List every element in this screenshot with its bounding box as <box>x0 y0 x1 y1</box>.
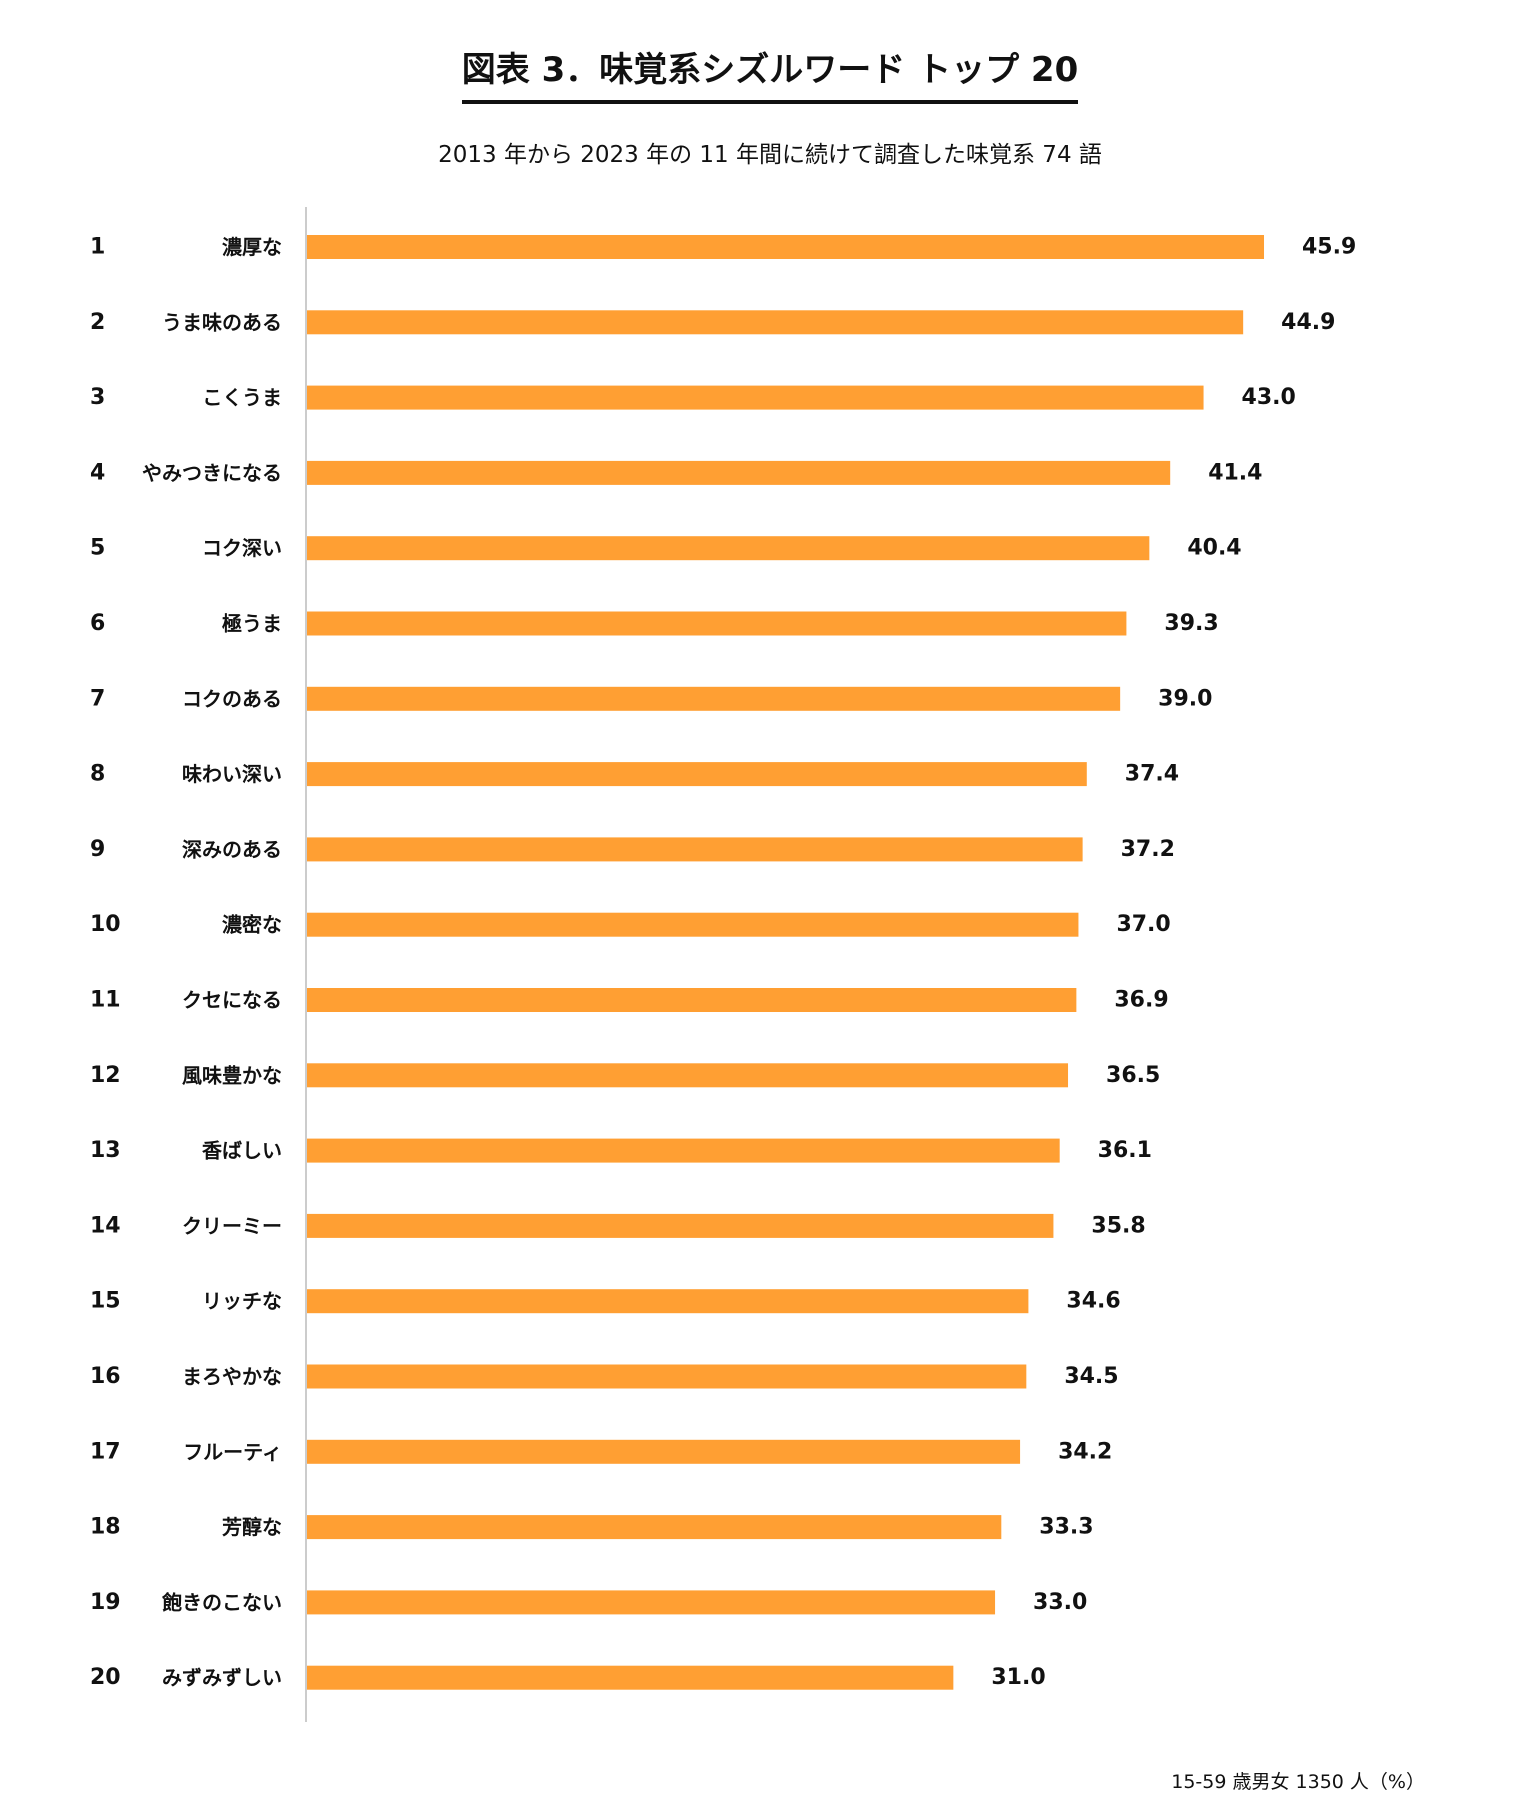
category-label: うま味のある <box>162 310 282 334</box>
bar <box>307 988 1077 1012</box>
rank-label: 14 <box>90 1213 121 1238</box>
category-label: やみつきになる <box>142 461 282 485</box>
rank-label: 7 <box>90 686 105 711</box>
category-label: 風味豊かな <box>182 1063 282 1087</box>
rank-label: 5 <box>90 536 105 561</box>
bar <box>307 762 1087 787</box>
category-label: 飽きのこない <box>162 1590 282 1614</box>
rank-label: 4 <box>90 460 105 485</box>
bar <box>307 235 1265 259</box>
bar-chart: 1 濃厚な 45.9 2 うま味のある 44.9 3 こくうま 43.0 4 やみつきになる 41.4… <box>90 207 1356 1722</box>
value-label: 39.0 <box>1158 686 1212 711</box>
rank-label: 9 <box>90 837 105 862</box>
bar <box>307 310 1244 335</box>
value-label: 33.0 <box>1033 1590 1087 1615</box>
value-label: 39.3 <box>1164 611 1218 636</box>
chart-subtitle: 2013 年から 2023 年の 11 年間に続けて調査した味覚系 74 語 <box>438 142 1102 168</box>
bar <box>307 460 1171 485</box>
bar <box>307 1138 1060 1163</box>
value-label: 41.4 <box>1208 460 1262 485</box>
category-label: 濃密な <box>222 913 282 937</box>
rank-label: 13 <box>90 1138 121 1163</box>
value-label: 37.2 <box>1121 837 1175 862</box>
rank-label: 12 <box>90 1063 121 1088</box>
value-label: 35.8 <box>1091 1213 1145 1238</box>
value-label: 34.5 <box>1064 1364 1118 1389</box>
bar <box>307 611 1127 636</box>
rank-label: 1 <box>90 235 105 260</box>
value-label: 37.0 <box>1116 912 1170 937</box>
value-label: 33.3 <box>1039 1515 1093 1540</box>
category-label: コク深い <box>202 536 282 560</box>
rank-label: 17 <box>90 1439 121 1464</box>
category-label: まろやかな <box>182 1365 282 1389</box>
bar <box>307 1364 1027 1389</box>
bar <box>307 1439 1021 1464</box>
value-label: 34.2 <box>1058 1439 1112 1464</box>
category-label: 香ばしい <box>202 1139 282 1163</box>
bar <box>307 1515 1002 1540</box>
category-label: みずみずしい <box>162 1666 282 1690</box>
value-label: 43.0 <box>1242 385 1296 410</box>
value-label: 45.9 <box>1302 235 1356 260</box>
rank-label: 20 <box>90 1665 121 1690</box>
bar <box>307 1063 1069 1088</box>
value-label: 36.1 <box>1098 1138 1152 1163</box>
value-label: 36.5 <box>1106 1063 1160 1088</box>
chart-title: 図表 3．味覚系シズルワード トップ 20 <box>0 48 1540 104</box>
rank-label: 10 <box>90 912 121 937</box>
value-label: 40.4 <box>1187 536 1241 561</box>
bar <box>307 1590 996 1615</box>
sample-note: 15-59 歳男女 1350 人（%） <box>1171 1771 1425 1793</box>
bar <box>307 1665 954 1690</box>
rank-label: 18 <box>90 1515 121 1540</box>
value-label: 36.9 <box>1114 988 1168 1013</box>
category-label: クセになる <box>182 988 282 1012</box>
category-label: 芳醇な <box>222 1515 282 1539</box>
bar <box>307 837 1083 862</box>
rank-label: 19 <box>90 1590 121 1615</box>
rank-label: 3 <box>90 385 105 410</box>
bar <box>307 1289 1029 1314</box>
category-label: こくうま <box>202 386 282 410</box>
rank-label: 15 <box>90 1289 121 1314</box>
rank-label: 16 <box>90 1364 121 1389</box>
value-label: 31.0 <box>991 1665 1045 1690</box>
category-label: クリーミー <box>182 1214 282 1238</box>
bar <box>307 686 1121 711</box>
value-label: 37.4 <box>1125 762 1179 787</box>
category-label: 深みのある <box>182 837 282 861</box>
category-label: 極うま <box>221 612 282 636</box>
category-label: コクのある <box>182 687 282 711</box>
category-label: 濃厚な <box>222 235 282 259</box>
value-label: 34.6 <box>1066 1289 1120 1314</box>
rank-label: 6 <box>90 611 105 636</box>
category-label: フルーティ <box>183 1440 282 1464</box>
category-label: 味わい深い <box>182 762 282 786</box>
category-label: リッチな <box>202 1289 282 1313</box>
bar <box>307 912 1079 937</box>
bar <box>307 1213 1054 1238</box>
rank-label: 11 <box>90 988 121 1013</box>
bar <box>307 536 1150 561</box>
rank-label: 2 <box>90 310 105 335</box>
rank-label: 8 <box>90 762 105 787</box>
value-label: 44.9 <box>1281 310 1335 335</box>
bar <box>307 385 1204 410</box>
